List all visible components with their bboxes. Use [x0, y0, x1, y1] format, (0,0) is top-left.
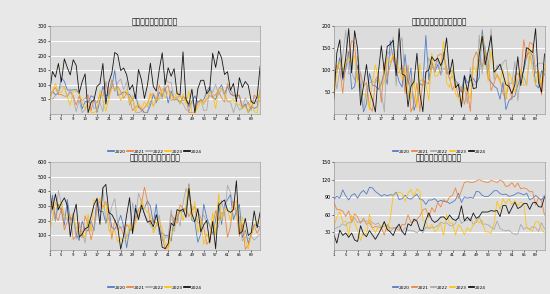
Legend: 2020, 2021, 2022, 2023, 2024: 2020, 2021, 2022, 2023, 2024 [108, 286, 201, 290]
Legend: 2020, 2021, 2022, 2023, 2024: 2020, 2021, 2022, 2023, 2024 [393, 150, 486, 154]
Legend: 2020, 2021, 2022, 2023, 2024: 2020, 2021, 2022, 2023, 2024 [108, 150, 201, 154]
Title: 燃烧民用气销售量（月）: 燃烧民用气销售量（月） [129, 153, 180, 162]
Legend: 2020, 2021, 2022, 2023, 2024: 2020, 2021, 2022, 2023, 2024 [393, 286, 486, 290]
Title: 燃烧民用气销量（月）: 燃烧民用气销量（月） [131, 17, 178, 26]
Title: 燃烧民用气销售（月）: 燃烧民用气销售（月） [416, 153, 463, 162]
Title: 燃烧民用气销售价格（月）: 燃烧民用气销售价格（月） [411, 17, 467, 26]
